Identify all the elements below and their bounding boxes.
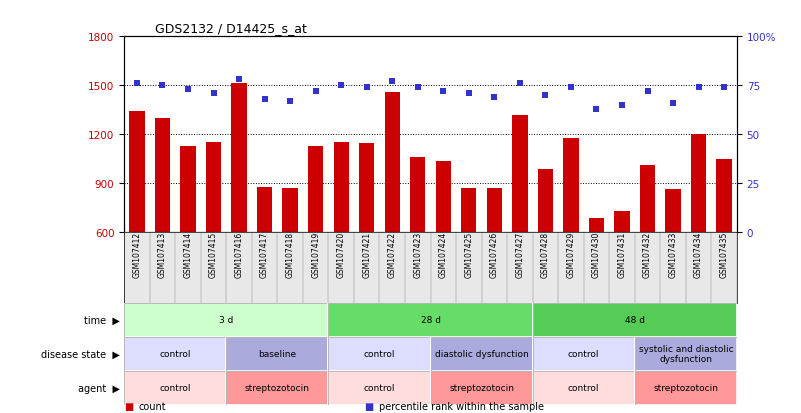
Text: ■: ■	[124, 401, 134, 411]
Bar	[227, 371, 328, 405]
Text: ■: ■	[364, 401, 374, 411]
Bar	[461, 189, 477, 233]
Bar	[124, 337, 227, 371]
Bar	[328, 337, 431, 371]
Text: 28 d: 28 d	[421, 316, 441, 325]
Text: baseline: baseline	[258, 349, 296, 358]
Bar	[328, 371, 431, 405]
Text: control: control	[568, 383, 599, 392]
Bar	[359, 144, 374, 233]
Text: 3 d: 3 d	[219, 316, 233, 325]
Bar	[124, 371, 227, 405]
Bar	[124, 303, 328, 337]
Text: count: count	[139, 401, 166, 411]
Bar	[436, 162, 451, 233]
Bar	[634, 337, 737, 371]
Bar	[231, 84, 247, 233]
Bar	[634, 371, 737, 405]
Text: agent  ▶: agent ▶	[78, 383, 120, 393]
Bar	[533, 371, 635, 405]
Bar	[180, 147, 195, 233]
Bar	[634, 371, 737, 405]
Bar	[283, 189, 298, 233]
Text: time  ▶: time ▶	[84, 315, 120, 325]
Bar	[634, 337, 737, 371]
Bar	[206, 142, 221, 233]
Bar	[129, 112, 145, 233]
Text: percentile rank within the sample: percentile rank within the sample	[379, 401, 544, 411]
Text: control: control	[159, 383, 191, 392]
Bar	[333, 142, 349, 233]
Bar	[666, 190, 681, 233]
Bar	[257, 187, 272, 233]
Bar	[533, 337, 635, 371]
Text: streptozotocin: streptozotocin	[654, 383, 718, 392]
Bar	[328, 303, 533, 337]
Bar	[431, 337, 533, 371]
Bar	[155, 119, 170, 233]
Text: disease state  ▶: disease state ▶	[42, 349, 120, 359]
Bar	[227, 371, 328, 405]
Bar	[384, 93, 400, 233]
Text: control: control	[159, 349, 191, 358]
Bar	[124, 337, 227, 371]
Bar	[691, 135, 706, 233]
Text: streptozotocin: streptozotocin	[245, 383, 310, 392]
Bar	[328, 371, 431, 405]
Bar	[533, 303, 737, 337]
Bar	[487, 189, 502, 233]
Bar	[308, 147, 324, 233]
Text: control: control	[364, 383, 395, 392]
Text: streptozotocin: streptozotocin	[449, 383, 514, 392]
Bar	[533, 303, 737, 337]
Bar	[513, 116, 528, 233]
Bar	[227, 337, 328, 371]
Text: 48 d: 48 d	[625, 316, 645, 325]
Bar	[431, 371, 533, 405]
Bar	[614, 212, 630, 233]
Bar	[717, 159, 732, 233]
Bar	[533, 337, 635, 371]
Bar	[537, 169, 553, 233]
Bar	[124, 303, 328, 337]
Bar	[410, 158, 425, 233]
Bar	[589, 218, 604, 233]
Bar	[227, 337, 328, 371]
Text: GDS2132 / D14425_s_at: GDS2132 / D14425_s_at	[155, 21, 307, 35]
Text: systolic and diastolic
dysfunction: systolic and diastolic dysfunction	[638, 344, 733, 363]
Bar	[328, 303, 533, 337]
Bar	[640, 166, 655, 233]
Bar	[431, 371, 533, 405]
Bar	[124, 371, 227, 405]
Bar	[431, 337, 533, 371]
Bar	[533, 371, 635, 405]
Bar	[563, 139, 578, 233]
Text: control: control	[364, 349, 395, 358]
Bar	[328, 337, 431, 371]
Text: diastolic dysfunction: diastolic dysfunction	[435, 349, 529, 358]
Text: control: control	[568, 349, 599, 358]
